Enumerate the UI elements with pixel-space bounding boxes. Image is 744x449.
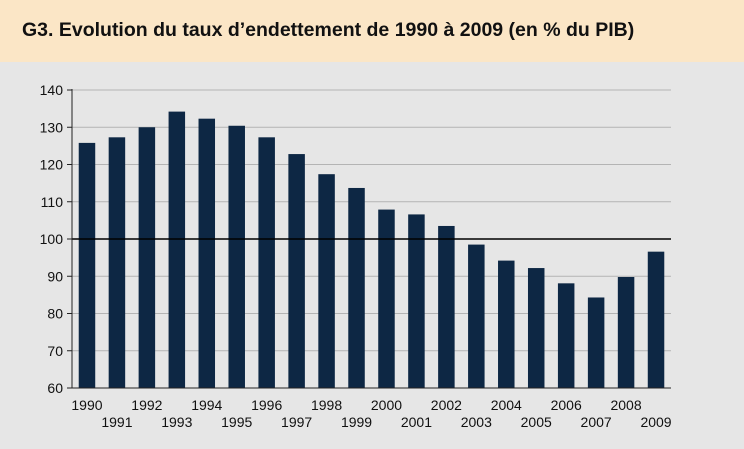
x-tick-label: 2000 xyxy=(371,397,402,413)
bar-2008 xyxy=(617,276,635,388)
y-tick-label: 110 xyxy=(41,194,64,210)
y-tick-label: 140 xyxy=(40,82,64,98)
chart-title: G3. Evolution du taux d’endettement de 1… xyxy=(22,19,635,41)
x-tick-label: 1996 xyxy=(251,397,282,413)
y-tick-label: 100 xyxy=(40,231,64,247)
x-tick-label: 1994 xyxy=(191,397,222,413)
y-tick-label: 60 xyxy=(47,380,63,396)
bar-1999 xyxy=(348,187,365,388)
bar-2007 xyxy=(587,297,605,388)
bar-2006 xyxy=(557,283,575,388)
y-tick-label: 70 xyxy=(47,343,63,359)
bar-1990 xyxy=(78,142,96,388)
bar-1993 xyxy=(168,111,186,388)
bar-2009 xyxy=(647,251,665,388)
x-tick-label: 1997 xyxy=(281,414,312,430)
x-tick-label: 1991 xyxy=(101,414,132,430)
x-tick-label: 2008 xyxy=(610,397,641,413)
bar-2005 xyxy=(527,268,545,388)
gridlines xyxy=(72,89,671,352)
x-tick-label: 2006 xyxy=(551,397,582,413)
x-tick-label: 1992 xyxy=(131,397,162,413)
x-tick-label: 2005 xyxy=(521,414,552,430)
y-tick-label: 130 xyxy=(40,119,64,135)
x-tick-labels: 1990199119921993199419951996199719981999… xyxy=(71,397,671,430)
y-tick-label: 80 xyxy=(47,306,63,322)
x-tick-label: 1993 xyxy=(161,414,192,430)
x-tick-label: 2002 xyxy=(431,397,462,413)
bar-1998 xyxy=(318,174,335,388)
bar-2001 xyxy=(408,214,425,388)
bars xyxy=(78,111,665,389)
x-tick-label: 1999 xyxy=(341,414,372,430)
bar-1991 xyxy=(108,137,126,388)
bar-2000 xyxy=(378,209,395,388)
x-tick-label: 1990 xyxy=(71,397,102,413)
x-tick-label: 2007 xyxy=(581,414,612,430)
bar-2002 xyxy=(438,225,455,388)
x-tick-label: 2004 xyxy=(491,397,522,413)
bar-1995 xyxy=(228,125,245,388)
bar-1997 xyxy=(288,154,305,388)
bar-2003 xyxy=(468,244,485,388)
y-tick-label: 120 xyxy=(40,157,64,173)
y-tick-labels: 60 70 80 90 100 110 120 130 140 xyxy=(40,82,64,396)
y-tick-label: 90 xyxy=(47,268,63,284)
axes xyxy=(67,89,671,389)
bar-2004 xyxy=(498,260,515,388)
bar-1992 xyxy=(138,127,156,388)
x-tick-label: 2003 xyxy=(461,414,492,430)
x-tick-label: 1995 xyxy=(221,414,252,430)
x-tick-label: 2001 xyxy=(401,414,432,430)
bar-1994 xyxy=(198,118,216,389)
bar-1996 xyxy=(258,137,275,388)
x-tick-label: 1998 xyxy=(311,397,342,413)
x-tick-label: 2009 xyxy=(640,414,671,430)
chart-header: G3. Evolution du taux d’endettement de 1… xyxy=(0,0,744,62)
